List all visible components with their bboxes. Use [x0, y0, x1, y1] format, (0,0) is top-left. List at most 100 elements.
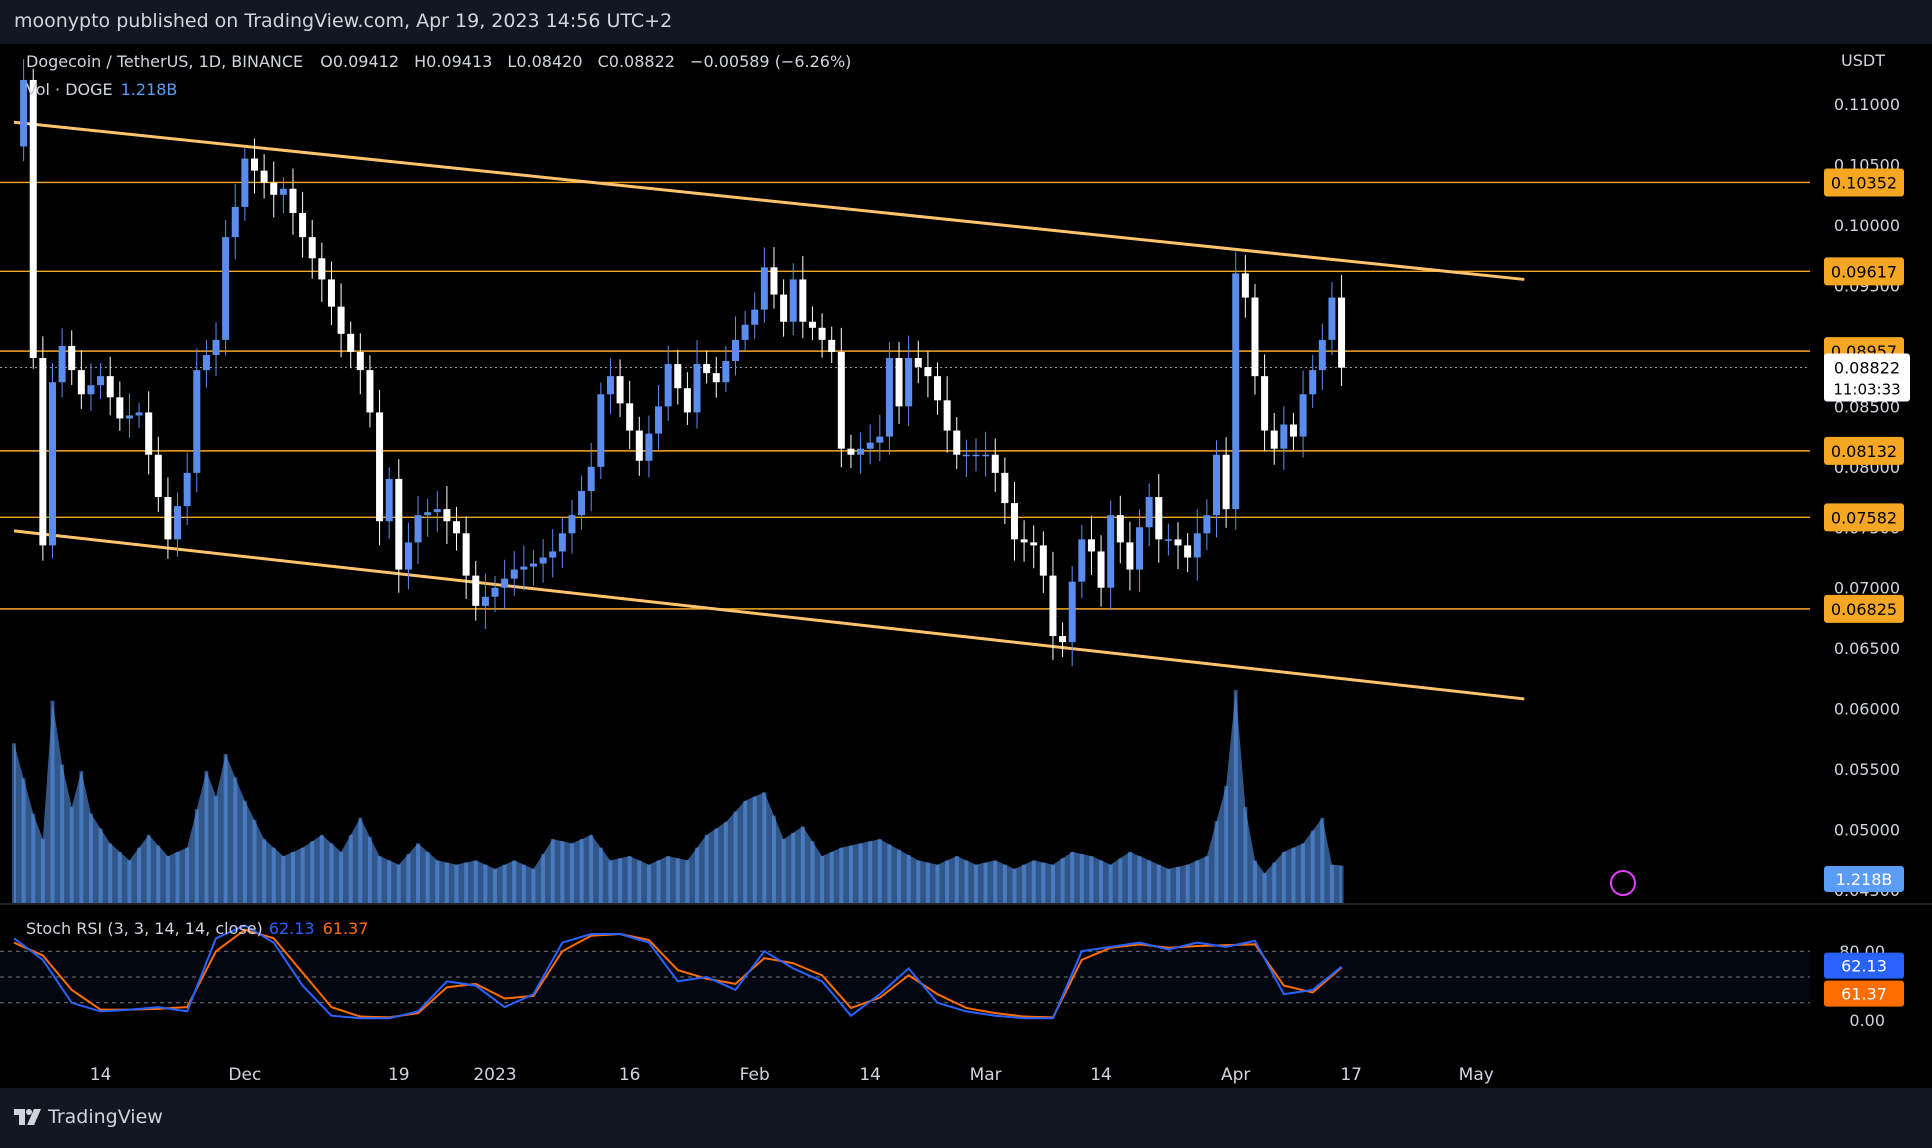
tradingview-logo[interactable]: TradingView [14, 1106, 163, 1128]
candle-bearish [366, 370, 374, 413]
last-price-text: 0.08822 [1834, 358, 1900, 377]
candle-bearish [1049, 575, 1057, 637]
chart-canvas[interactable]: 0.110000.105000.100000.095000.090000.085… [0, 44, 1932, 1088]
volume-bar [137, 847, 142, 903]
time-tick-label: 14 [1090, 1065, 1112, 1085]
volume-legend: Vol · DOGE 1.218B [26, 80, 177, 99]
currency-label: USDT [1841, 51, 1885, 70]
volume-bar [877, 839, 882, 903]
volume-bar [425, 851, 430, 903]
volume-bar [50, 700, 55, 903]
volume-bar [1204, 856, 1209, 903]
volume-bar [60, 764, 65, 903]
candle-bearish [626, 403, 634, 431]
stoch-rsi-label[interactable]: Stoch RSI (3, 3, 14, 14, close) [26, 919, 263, 938]
volume-bar [646, 864, 651, 903]
candle-bullish [1318, 339, 1326, 371]
candle-bullish [905, 358, 913, 407]
level-price-text: 0.09617 [1831, 262, 1897, 281]
candle-bearish [1001, 472, 1009, 504]
header-bar: moonypto published on TradingView.com, A… [0, 0, 1932, 44]
volume-bar [1002, 864, 1007, 903]
volume-bar [820, 856, 825, 903]
volume-bar [1022, 864, 1027, 903]
candle-bullish [222, 237, 230, 340]
candle-bullish [558, 533, 566, 552]
volume-bar [464, 862, 469, 903]
volume-bar [733, 811, 738, 903]
change-value: −0.00589 (−6.26%) [690, 52, 852, 71]
candle-bearish [299, 212, 307, 238]
volume-bar [1099, 860, 1104, 903]
volume-bar [1060, 858, 1065, 903]
horizontal-levels[interactable] [0, 181, 1810, 610]
volume-bar [1214, 820, 1219, 903]
volume-bar [1156, 864, 1161, 903]
candle-bearish [1261, 376, 1269, 431]
candle-bearish [1155, 497, 1163, 540]
volume-bar [723, 822, 728, 903]
candle-bullish [655, 406, 663, 434]
candle-bearish [376, 412, 384, 522]
price-tick-label: 0.10000 [1834, 216, 1900, 235]
level-price-tag [1824, 257, 1904, 286]
candle-bullish [1213, 454, 1220, 516]
descending-channel[interactable] [13, 120, 1525, 701]
candle-bearish [953, 430, 961, 455]
candle-bearish [318, 258, 326, 280]
close-value: 0.08822 [608, 52, 675, 71]
candle-bullish [231, 206, 239, 238]
level-price-text: 0.06825 [1831, 600, 1897, 619]
volume-bar [194, 809, 199, 903]
pair-label[interactable]: Dogecoin / TetherUS, 1D, BINANCE [26, 52, 304, 71]
candle-bullish [87, 385, 95, 395]
level-price-tag [1824, 503, 1904, 532]
price-tick-label: 0.06500 [1834, 639, 1900, 658]
volume-bar [262, 839, 267, 903]
level-price-text: 0.08132 [1831, 442, 1897, 461]
volume-bar [1041, 862, 1046, 903]
candle-bullish [760, 267, 768, 310]
volume-bar [310, 841, 315, 903]
channel-lower-line [13, 529, 1525, 701]
high-value: 0.09413 [426, 52, 493, 71]
candle-bearish [712, 373, 720, 383]
candle-bearish [1097, 551, 1105, 588]
candle-bullish [1232, 273, 1240, 510]
level-price-tag [1824, 436, 1904, 465]
candle-bullish [885, 358, 893, 437]
candle-bullish [857, 448, 865, 455]
volume-bar [541, 854, 546, 903]
candle-bullish [1309, 370, 1317, 395]
volume-bar [791, 832, 796, 903]
footer-bar: TradingView [0, 1088, 1932, 1148]
candle-bearish [154, 454, 162, 498]
volume-bar [40, 839, 45, 903]
candle-bearish [1030, 542, 1038, 546]
volume-bar [1118, 858, 1123, 903]
candle-bearish [1184, 545, 1192, 558]
time-tick-label: 17 [1340, 1065, 1362, 1085]
candle-bullish [520, 566, 528, 570]
time-axis[interactable]: 14 Dec 19 2023 16 Feb 14 Mar 14 Apr 17 May [90, 1065, 1494, 1085]
volume-label[interactable]: Vol · DOGE [26, 80, 113, 99]
candle-bearish [616, 376, 624, 404]
price-tick-label: 0.05000 [1834, 821, 1900, 840]
candlesticks[interactable] [20, 59, 1346, 667]
candle-bullish [1136, 527, 1144, 570]
volume-bar [598, 847, 603, 903]
candle-bullish [1193, 533, 1201, 558]
volume-bar [1252, 860, 1257, 903]
candle-bearish [270, 182, 278, 195]
stoch-k-tag-text: 62.13 [1841, 957, 1887, 976]
volume-bar [1050, 864, 1055, 903]
candle-bearish [924, 367, 932, 377]
volume-bar [156, 845, 161, 903]
volume-bar [31, 813, 36, 903]
volume-bar [743, 800, 748, 903]
candle-bullish [48, 382, 56, 546]
time-tick-label: Mar [970, 1065, 1002, 1085]
candle-bullish [385, 478, 393, 522]
volume-bar [444, 862, 449, 903]
volume-bar [1320, 817, 1325, 903]
